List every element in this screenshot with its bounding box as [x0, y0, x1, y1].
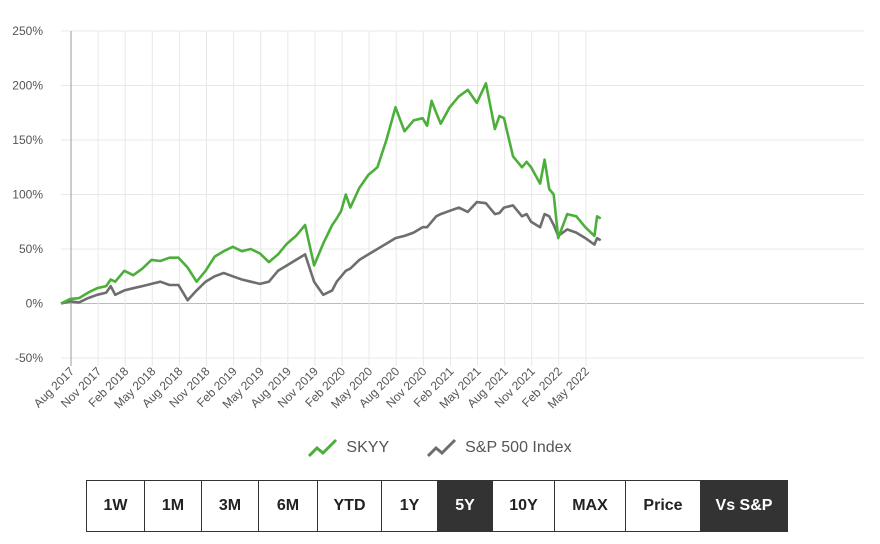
- range-button-1m[interactable]: 1M: [145, 481, 202, 531]
- gray-line-icon: [427, 438, 457, 458]
- grid-lines: [61, 30, 864, 366]
- legend-item-sp500[interactable]: S&P 500 Index: [427, 438, 572, 458]
- y-tick-label: 200%: [12, 79, 43, 93]
- y-tick-label: 100%: [12, 188, 43, 202]
- y-tick-label: 0%: [26, 297, 44, 311]
- y-tick-label: 150%: [12, 133, 43, 147]
- series-line-sp500[interactable]: [60, 200, 602, 305]
- green-line-icon: [308, 438, 338, 458]
- range-selector: 1W 1M 3M 6M YTD 1Y 5Y 10Y MAX Price Vs S…: [86, 480, 788, 532]
- legend-label: S&P 500 Index: [465, 439, 572, 456]
- range-button-1w[interactable]: 1W: [87, 481, 145, 531]
- range-button-1y[interactable]: 1Y: [382, 481, 438, 531]
- chart-legend: SKYY S&P 500 Index: [0, 438, 880, 458]
- range-button-6m[interactable]: 6M: [259, 481, 318, 531]
- range-button-5y[interactable]: 5Y: [438, 481, 493, 531]
- range-button-price[interactable]: Price: [626, 481, 701, 531]
- series-line-skyy[interactable]: [60, 82, 602, 305]
- range-button-ytd[interactable]: YTD: [318, 481, 382, 531]
- y-tick-label: -50%: [15, 351, 43, 365]
- y-tick-label: 250%: [12, 24, 43, 38]
- legend-label: SKYY: [346, 439, 390, 456]
- series-lines: [60, 82, 602, 305]
- legend-item-skyy[interactable]: SKYY: [308, 438, 389, 458]
- y-tick-label: 50%: [19, 242, 43, 256]
- range-button-max[interactable]: MAX: [555, 481, 626, 531]
- y-axis-ticks: 250% 200% 150% 100% 50% 0% -50%: [12, 24, 43, 365]
- range-button-10y[interactable]: 10Y: [493, 481, 555, 531]
- range-button-vs-sp[interactable]: Vs S&P: [701, 481, 787, 531]
- range-button-3m[interactable]: 3M: [202, 481, 259, 531]
